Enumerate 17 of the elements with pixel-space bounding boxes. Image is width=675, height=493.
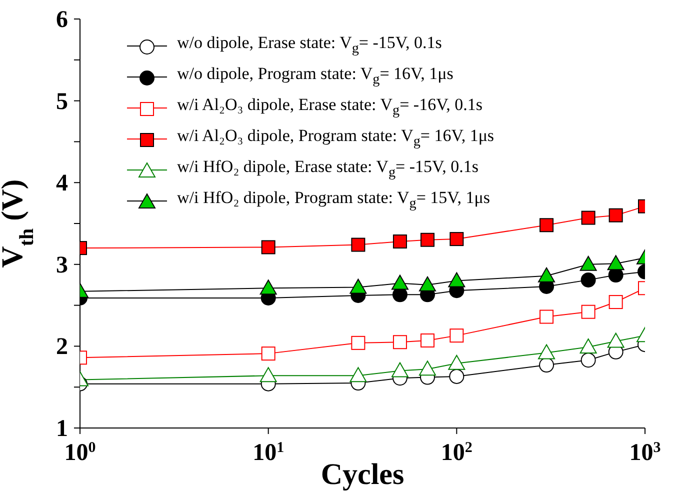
legend-label: w/i HfO₂ dipole, Erase state: V$_{g}$= -15V, 0.1s — [177, 157, 478, 182]
x-tick-label: 10$^{1}$ — [252, 440, 284, 466]
y-tick-label: 4 — [56, 170, 68, 197]
legend-label: w/i Al₂O₃ dipole, Program state: V$_{g}$= 16V, 1μs — [177, 126, 494, 151]
legend-label: w/o dipole, Program state: V$_{g}$= 16V, 1μs — [177, 64, 454, 89]
legend-label: w/i HfO₂ dipole, Program state: V$_{g}$= 15V, 1μs — [177, 188, 490, 213]
y-tick-label: 6 — [56, 7, 68, 33]
legend-label: w/o dipole, Erase state: V$_{g}$= -15V, 0.1s — [177, 33, 442, 58]
x-tick-label: 10$^{2}$ — [440, 440, 472, 466]
y-tick-label: 2 — [56, 334, 68, 360]
x-tick-label: 10$^{0}$ — [64, 440, 96, 466]
y-tick-label: 5 — [56, 88, 68, 115]
x-axis-title: Cycles — [320, 458, 404, 491]
legend-label: w/i Al₂O₃ dipole, Erase state: V$_{g}$= -16V, 0.1s — [177, 95, 483, 120]
y-tick-label: 3 — [56, 252, 68, 278]
y-tick-label: 1 — [56, 416, 68, 442]
x-tick-label: 10$^{3}$ — [629, 440, 661, 466]
